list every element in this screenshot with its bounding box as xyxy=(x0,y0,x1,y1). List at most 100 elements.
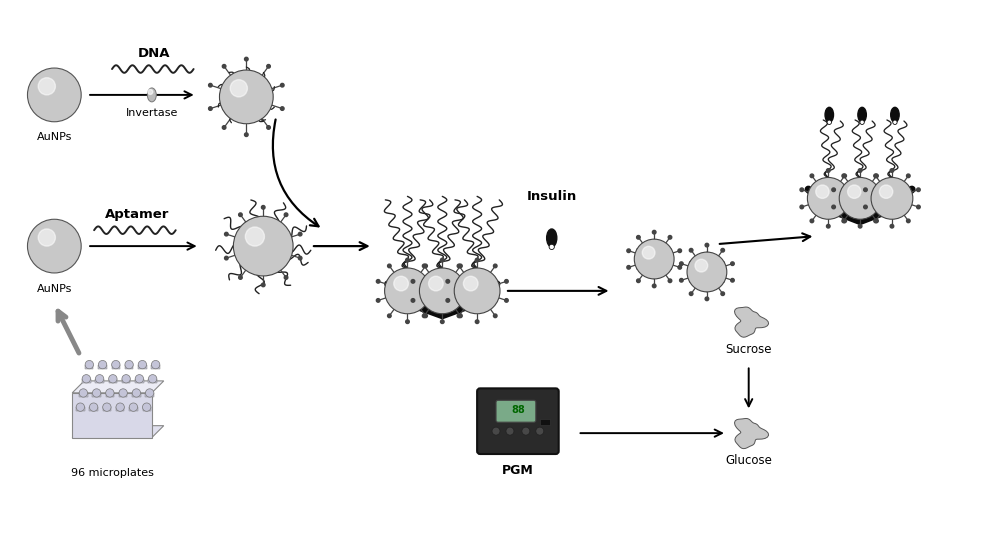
Circle shape xyxy=(917,205,920,209)
Circle shape xyxy=(148,89,153,95)
Circle shape xyxy=(435,280,439,283)
Ellipse shape xyxy=(547,229,557,247)
Circle shape xyxy=(116,403,124,411)
Circle shape xyxy=(687,252,727,292)
Circle shape xyxy=(429,276,443,291)
Circle shape xyxy=(493,264,497,268)
Circle shape xyxy=(38,78,55,95)
Circle shape xyxy=(731,279,734,282)
Circle shape xyxy=(406,258,409,262)
Circle shape xyxy=(376,280,380,283)
Circle shape xyxy=(917,188,920,192)
FancyBboxPatch shape xyxy=(496,400,536,422)
Circle shape xyxy=(627,265,630,269)
Circle shape xyxy=(222,65,226,68)
Circle shape xyxy=(810,174,814,178)
Circle shape xyxy=(230,80,247,97)
Circle shape xyxy=(506,427,514,435)
Circle shape xyxy=(424,264,427,268)
Bar xyxy=(135,379,144,383)
Text: AuNPs: AuNPs xyxy=(37,284,72,294)
Circle shape xyxy=(222,125,226,129)
FancyBboxPatch shape xyxy=(477,388,559,454)
Circle shape xyxy=(800,205,804,209)
Circle shape xyxy=(853,188,857,192)
Circle shape xyxy=(82,375,91,383)
Polygon shape xyxy=(72,393,152,437)
Circle shape xyxy=(145,389,154,397)
Circle shape xyxy=(284,213,288,216)
Circle shape xyxy=(875,174,878,178)
Circle shape xyxy=(280,107,284,111)
Circle shape xyxy=(721,248,724,252)
Bar xyxy=(92,393,101,397)
Circle shape xyxy=(668,235,672,239)
Circle shape xyxy=(695,259,708,272)
Bar xyxy=(103,407,111,411)
Circle shape xyxy=(27,68,81,122)
Circle shape xyxy=(470,299,473,302)
Circle shape xyxy=(98,360,107,369)
Circle shape xyxy=(267,125,270,129)
Circle shape xyxy=(457,314,461,318)
Bar xyxy=(79,393,88,397)
Circle shape xyxy=(907,174,910,178)
Circle shape xyxy=(875,219,878,223)
Circle shape xyxy=(864,188,867,192)
Circle shape xyxy=(454,268,500,314)
Circle shape xyxy=(800,188,804,192)
Circle shape xyxy=(209,83,212,87)
Circle shape xyxy=(419,268,465,314)
Circle shape xyxy=(38,229,55,246)
Circle shape xyxy=(522,427,530,435)
Circle shape xyxy=(129,403,138,411)
Circle shape xyxy=(284,276,288,279)
Ellipse shape xyxy=(858,107,866,122)
Circle shape xyxy=(245,227,264,246)
Circle shape xyxy=(422,314,426,318)
Bar xyxy=(109,379,117,383)
Circle shape xyxy=(637,235,640,239)
Circle shape xyxy=(668,279,672,282)
Text: Insulin: Insulin xyxy=(527,190,577,203)
Bar xyxy=(151,365,160,368)
Text: AuNPs: AuNPs xyxy=(37,132,72,142)
Circle shape xyxy=(842,219,846,223)
Bar xyxy=(89,407,98,411)
Circle shape xyxy=(678,249,682,253)
Circle shape xyxy=(871,177,913,219)
Circle shape xyxy=(298,232,302,236)
Circle shape xyxy=(459,264,462,268)
Circle shape xyxy=(225,232,228,236)
Circle shape xyxy=(219,70,273,124)
Circle shape xyxy=(678,265,682,269)
Bar xyxy=(138,365,147,368)
Ellipse shape xyxy=(825,107,834,122)
Ellipse shape xyxy=(147,88,156,102)
Circle shape xyxy=(267,65,270,68)
Circle shape xyxy=(890,169,894,172)
Circle shape xyxy=(680,262,683,265)
Circle shape xyxy=(233,216,293,276)
Circle shape xyxy=(890,224,894,228)
Circle shape xyxy=(76,403,85,411)
Circle shape xyxy=(95,375,104,383)
Bar xyxy=(145,393,154,397)
Circle shape xyxy=(143,403,151,411)
Circle shape xyxy=(826,169,830,172)
Circle shape xyxy=(92,389,101,397)
Polygon shape xyxy=(735,419,769,449)
Circle shape xyxy=(689,292,693,295)
Circle shape xyxy=(103,403,111,411)
Circle shape xyxy=(843,219,846,223)
Circle shape xyxy=(827,120,831,124)
Circle shape xyxy=(864,205,867,209)
Circle shape xyxy=(885,188,888,192)
Circle shape xyxy=(125,360,133,369)
Bar xyxy=(116,407,124,411)
Circle shape xyxy=(492,427,500,435)
Circle shape xyxy=(536,427,544,435)
Circle shape xyxy=(209,107,212,111)
Circle shape xyxy=(135,375,144,383)
Text: 96 microplates: 96 microplates xyxy=(71,468,153,478)
